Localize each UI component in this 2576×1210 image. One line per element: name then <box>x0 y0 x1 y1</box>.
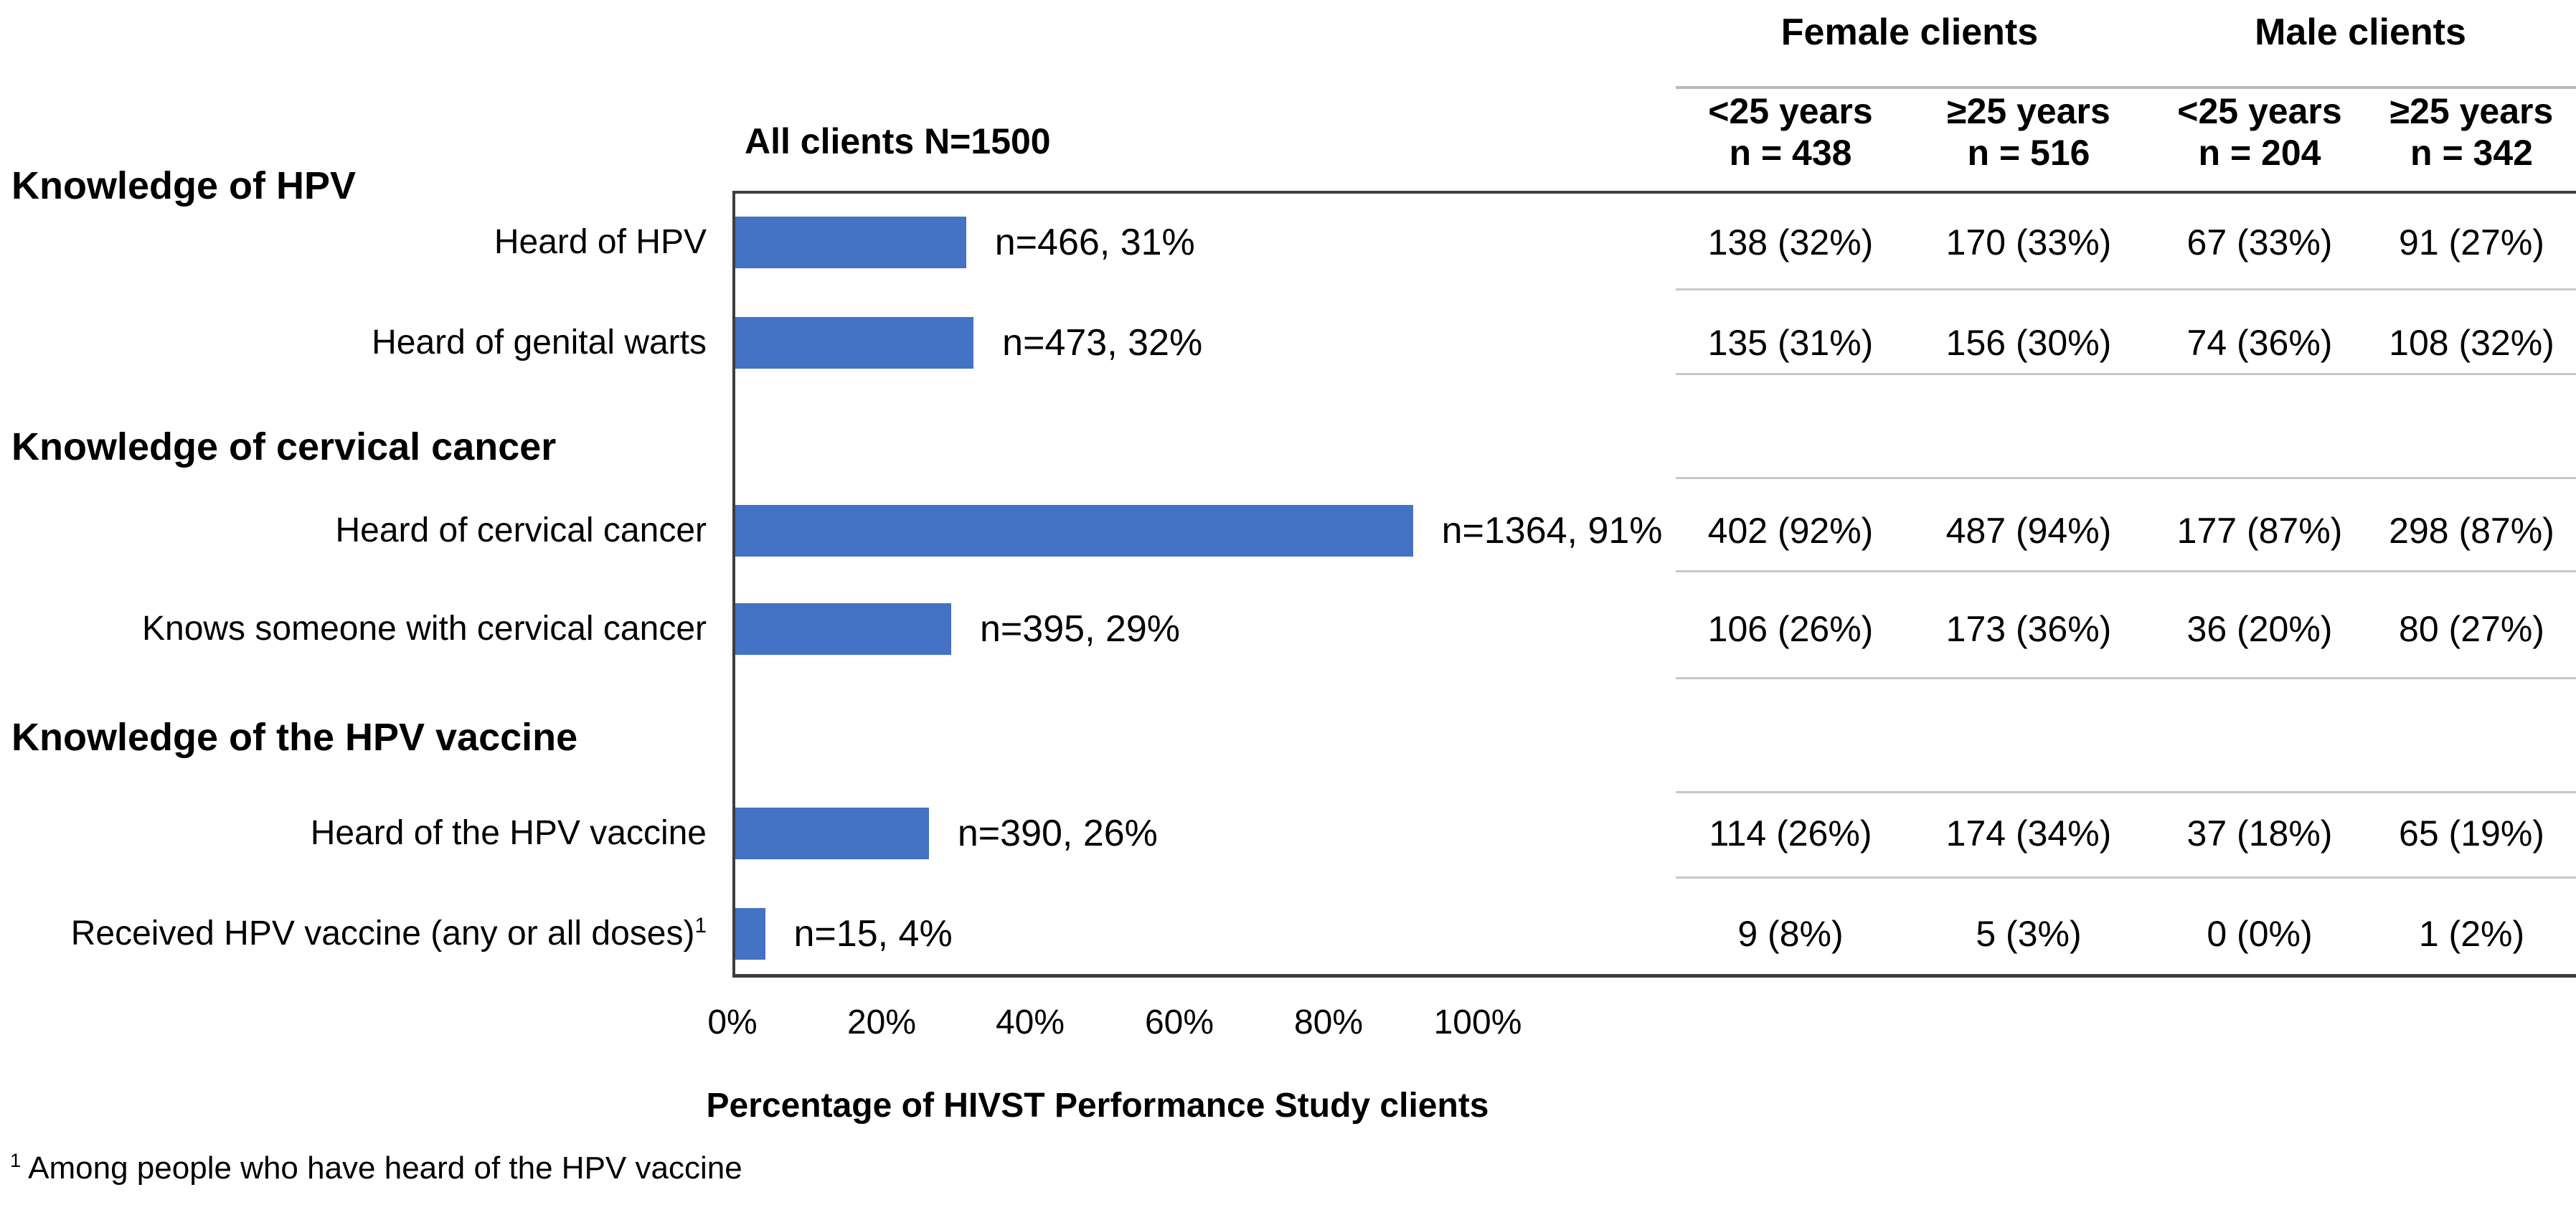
x-tick-20: 20% <box>846 1003 917 1041</box>
y-axis-line <box>732 191 735 978</box>
table-cell: 74 (36%) <box>2186 323 2333 363</box>
row-separator-line <box>1676 288 2576 290</box>
bar-row-received-hpv-vaccine: n=15, 4% <box>735 908 1480 960</box>
table-cell: 5 (3%) <box>1976 914 2082 954</box>
row-label-heard-of-cervical-cancer: Heard of cervical cancer <box>335 511 707 549</box>
column-n-label: n = 342 <box>2410 133 2533 173</box>
table-cell: 65 (19%) <box>2399 813 2544 854</box>
x-axis-title: Percentage of HIVST Performance Study cl… <box>706 1087 1489 1125</box>
footnote-marker: 1 <box>10 1149 22 1172</box>
x-tick-40: 40% <box>995 1003 1065 1041</box>
table-cell: 0 (0%) <box>2207 914 2313 954</box>
bar-knows-someone-with-cervical-cancer <box>735 603 952 655</box>
column-header-female-under-25: <25 years n = 438 <box>1676 90 1905 174</box>
bar-row-heard-of-hpv-vaccine: n=390, 26% <box>735 808 1480 859</box>
bar-row-heard-of-genital-warts: n=473, 32% <box>735 317 1480 369</box>
table-cell: 67 (33%) <box>2186 222 2333 263</box>
table-cell: 156 (30%) <box>1945 323 2112 363</box>
row-separator-line <box>1676 677 2576 679</box>
table-cell: 1 (2%) <box>2418 914 2525 954</box>
bar-heard-of-hpv <box>735 217 966 268</box>
table-cell: 36 (20%) <box>2186 609 2333 649</box>
column-header-male-under-25: <25 years n = 204 <box>2145 90 2374 174</box>
table-cell: 80 (27%) <box>2399 609 2544 649</box>
row-label-text: Received HPV vaccine (any or all doses) <box>70 914 695 953</box>
table-cell: 114 (26%) <box>1709 813 1872 854</box>
table-cell: 138 (32%) <box>1707 222 1874 263</box>
column-age-label: <25 years <box>1708 91 1873 131</box>
footnote: 1 Among people who have heard of the HPV … <box>10 1150 742 1186</box>
row-separator-line <box>1676 876 2576 879</box>
bar-value-label: n=395, 29% <box>980 608 1181 650</box>
bar-value-label: n=473, 32% <box>1002 322 1203 364</box>
row-separator-line <box>1676 791 2576 793</box>
column-n-label: n = 204 <box>2198 133 2321 173</box>
bar-value-label: n=15, 4% <box>793 913 953 955</box>
section-header-knowledge-of-hpv: Knowledge of HPV <box>11 164 357 207</box>
column-n-label: n = 516 <box>1967 133 2090 173</box>
row-separator-line <box>1676 570 2576 572</box>
bar-value-label: n=1364, 91% <box>1441 510 1663 552</box>
x-tick-80: 80% <box>1293 1003 1364 1041</box>
table-cell: 487 (94%) <box>1945 511 2112 551</box>
bar-value-label: n=390, 26% <box>957 813 1158 854</box>
group-header-male-clients: Male clients <box>2255 11 2466 53</box>
column-age-label: ≥25 years <box>1947 91 2110 131</box>
table-cell: 9 (8%) <box>1737 914 1844 954</box>
chart-title: All clients N=1500 <box>745 121 1051 161</box>
group-header-female-clients: Female clients <box>1780 11 2039 53</box>
table-cell: 173 (36%) <box>1945 609 2112 649</box>
column-age-label: <25 years <box>2177 91 2342 131</box>
table-bottom-border-line <box>732 974 2576 978</box>
bar-heard-of-cervical-cancer <box>735 505 1413 557</box>
table-cell: 177 (87%) <box>2176 511 2343 551</box>
row-label-heard-of-hpv: Heard of HPV <box>494 223 707 261</box>
row-label-heard-of-hpv-vaccine: Heard of the HPV vaccine <box>310 814 707 852</box>
bar-value-label: n=466, 31% <box>994 222 1195 263</box>
table-cell: 91 (27%) <box>2399 222 2544 263</box>
row-separator-line <box>1676 373 2576 375</box>
table-cell: 170 (33%) <box>1945 222 2112 263</box>
table-cell: 402 (92%) <box>1707 511 1874 551</box>
bar-heard-of-hpv-vaccine <box>735 808 929 859</box>
section-header-knowledge-of-cervical-cancer: Knowledge of cervical cancer <box>11 425 557 468</box>
column-header-female-25-plus: ≥25 years n = 516 <box>1914 90 2143 174</box>
x-tick-0: 0% <box>707 1003 758 1041</box>
column-header-male-25-plus: ≥25 years n = 342 <box>2367 90 2576 174</box>
row-label-knows-someone-with-cervical-cancer: Knows someone with cervical cancer <box>141 610 707 648</box>
table-cell: 108 (32%) <box>2389 323 2554 363</box>
table-top-border-line <box>732 191 2576 194</box>
row-separator-line <box>1676 477 2576 479</box>
table-header-underline <box>1676 86 2576 89</box>
footnote-text: Among people who have heard of the HPV v… <box>28 1150 742 1186</box>
bar-received-hpv-vaccine <box>735 908 765 960</box>
x-tick-100: 100% <box>1433 1003 1522 1041</box>
bar-row-heard-of-hpv: n=466, 31% <box>735 217 1480 268</box>
table-cell: 135 (31%) <box>1707 323 1874 363</box>
table-cell: 298 (87%) <box>2389 511 2554 551</box>
bar-row-heard-of-cervical-cancer: n=1364, 91% <box>735 505 1663 557</box>
table-cell: 106 (26%) <box>1707 609 1874 649</box>
column-age-label: ≥25 years <box>2389 91 2554 131</box>
row-label-received-hpv-vaccine: Received HPV vaccine (any or all doses)1 <box>0 908 707 960</box>
footnote-reference-superscript: 1 <box>694 914 707 937</box>
table-cell: 174 (34%) <box>1945 813 2112 854</box>
section-header-knowledge-of-hpv-vaccine: Knowledge of the HPV vaccine <box>11 716 578 759</box>
x-tick-60: 60% <box>1144 1003 1214 1041</box>
table-cell: 37 (18%) <box>2186 813 2333 854</box>
row-label-heard-of-genital-warts: Heard of genital warts <box>372 323 707 361</box>
bar-row-knows-someone-with-cervical-cancer: n=395, 29% <box>735 603 1480 655</box>
column-n-label: n = 438 <box>1729 133 1852 173</box>
bar-heard-of-genital-warts <box>735 317 974 369</box>
